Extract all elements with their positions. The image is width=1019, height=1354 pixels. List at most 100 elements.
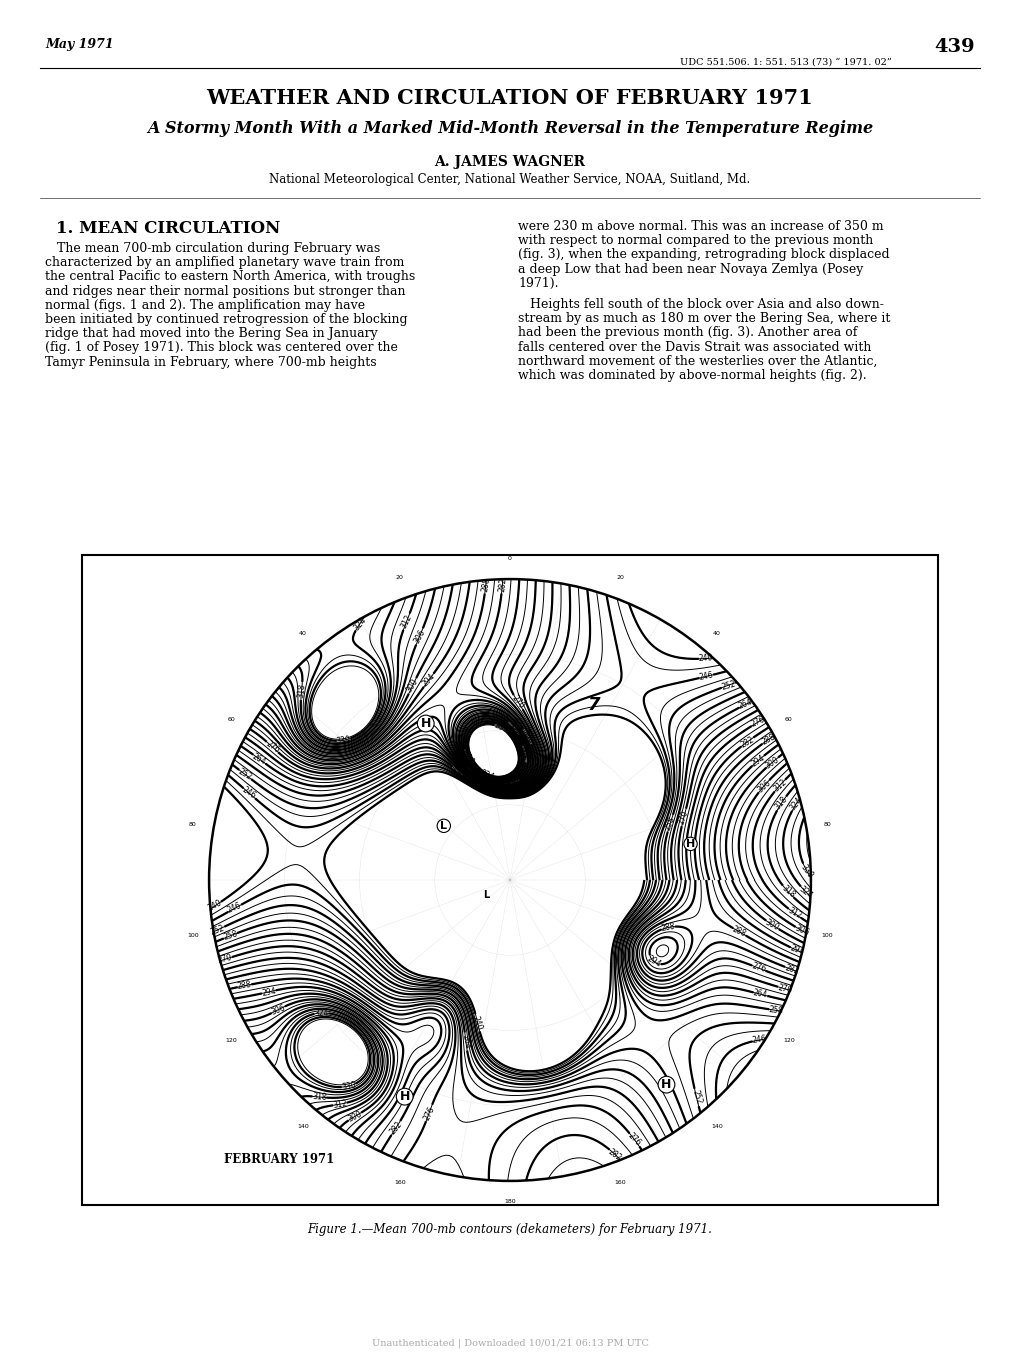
Text: 100: 100 [186, 933, 199, 938]
Text: 270: 270 [776, 983, 792, 995]
Text: 330: 330 [798, 862, 814, 880]
Text: were 230 m above normal. This was an increase of 350 m: were 230 m above normal. This was an inc… [518, 219, 882, 233]
Text: had been the previous month (fig. 3). Another area of: had been the previous month (fig. 3). An… [518, 326, 857, 340]
Text: 264: 264 [737, 697, 753, 711]
Text: 276: 276 [264, 739, 280, 754]
Text: 276: 276 [422, 1105, 436, 1121]
Text: 306: 306 [755, 777, 771, 795]
Text: 240: 240 [698, 654, 712, 663]
Text: 258: 258 [222, 929, 238, 942]
Text: 318: 318 [296, 684, 307, 699]
Text: 160: 160 [613, 1181, 626, 1185]
Text: 100: 100 [820, 933, 833, 938]
Text: 294: 294 [645, 955, 662, 969]
Text: falls centered over the Davis Strait was associated with: falls centered over the Davis Strait was… [518, 341, 870, 353]
Text: 160: 160 [393, 1181, 406, 1185]
Text: normal (figs. 1 and 2). The amplification may have: normal (figs. 1 and 2). The amplificatio… [45, 299, 365, 311]
Text: northward movement of the westerlies over the Atlantic,: northward movement of the westerlies ove… [518, 355, 876, 368]
Text: 180: 180 [503, 1200, 516, 1205]
Text: 270: 270 [677, 810, 690, 826]
Text: 252: 252 [209, 923, 226, 937]
Text: 282: 282 [606, 1147, 623, 1163]
Text: 270: 270 [510, 693, 526, 711]
Text: been initiated by continued retrogression of the blocking: been initiated by continued retrogressio… [45, 313, 408, 326]
Text: 282: 282 [738, 734, 755, 749]
Text: 276: 276 [626, 1132, 642, 1148]
Text: (fig. 1 of Posey 1971). This block was centered over the: (fig. 1 of Posey 1971). This block was c… [45, 341, 397, 355]
Text: H: H [685, 839, 695, 849]
Text: 306: 306 [505, 719, 522, 737]
Text: 306: 306 [412, 628, 427, 645]
Text: 324: 324 [314, 1009, 328, 1018]
Text: 258: 258 [662, 815, 677, 831]
Text: 294: 294 [261, 986, 276, 998]
Text: 80: 80 [822, 822, 830, 826]
Text: 270: 270 [217, 953, 233, 965]
Text: 330: 330 [335, 735, 352, 746]
Text: H: H [420, 718, 430, 730]
Text: 258: 258 [449, 764, 467, 779]
Text: 264: 264 [752, 988, 767, 1001]
Text: which was dominated by above-normal heights (fig. 2).: which was dominated by above-normal heig… [518, 370, 866, 382]
Text: The mean 700-mb circulation during February was: The mean 700-mb circulation during Febru… [45, 242, 380, 255]
Text: 330: 330 [492, 720, 508, 734]
Text: 288: 288 [480, 577, 491, 592]
Text: 40: 40 [712, 631, 720, 636]
Text: 312: 312 [786, 906, 802, 921]
Text: ridge that had moved into the Bering Sea in January: ridge that had moved into the Bering Sea… [45, 328, 377, 340]
Text: 282: 282 [387, 1120, 404, 1136]
Text: characterized by an amplified planetary wave train from: characterized by an amplified planetary … [45, 256, 404, 269]
Text: and ridges near their normal positions but stronger than: and ridges near their normal positions b… [45, 284, 406, 298]
Text: the central Pacific to eastern North America, with troughs: the central Pacific to eastern North Ame… [45, 271, 415, 283]
Text: 439: 439 [933, 38, 974, 56]
Text: 246: 246 [751, 1034, 766, 1045]
Text: 312: 312 [398, 613, 414, 630]
Text: 60: 60 [785, 716, 792, 722]
Text: L: L [482, 890, 488, 900]
Text: 318: 318 [772, 795, 789, 811]
Text: 324: 324 [478, 769, 495, 783]
Text: 140: 140 [297, 1124, 309, 1129]
Text: 120: 120 [783, 1039, 794, 1044]
Text: 318: 318 [312, 1093, 326, 1102]
Text: 20: 20 [615, 575, 624, 580]
Text: a deep Low that had been near Novaya Zemlya (Posey: a deep Low that had been near Novaya Zem… [518, 263, 862, 276]
Text: 324: 324 [788, 795, 804, 812]
Text: 264: 264 [251, 751, 268, 766]
Text: 246: 246 [226, 902, 243, 915]
Text: 294: 294 [420, 672, 436, 689]
Bar [82, 555, 937, 1205]
Text: 120: 120 [225, 1039, 236, 1044]
Text: 288: 288 [659, 922, 676, 933]
Text: A. JAMES WAGNER: A. JAMES WAGNER [434, 154, 585, 169]
Text: 324: 324 [797, 884, 814, 900]
Text: stream by as much as 180 m over the Bering Sea, where it: stream by as much as 180 m over the Beri… [518, 313, 890, 325]
Text: 312: 312 [519, 745, 531, 761]
Text: H: H [660, 1078, 671, 1091]
Text: 258: 258 [767, 1005, 783, 1016]
Text: FEBRUARY 1971: FEBRUARY 1971 [224, 1154, 334, 1166]
Text: 288: 288 [236, 980, 252, 991]
Text: 306: 306 [270, 1003, 286, 1017]
Text: 300: 300 [345, 1109, 363, 1124]
Text: 312: 312 [332, 1098, 347, 1110]
Text: 1. MEAN CIRCULATION: 1. MEAN CIRCULATION [56, 219, 280, 237]
Text: National Meteorological Center, National Weather Service, NOAA, Suitland, Md.: National Meteorological Center, National… [269, 173, 750, 185]
Text: 300: 300 [763, 754, 780, 770]
Text: with respect to normal compared to the previous month: with respect to normal compared to the p… [518, 234, 872, 248]
Text: 294: 294 [788, 944, 805, 957]
Text: 60: 60 [227, 716, 234, 722]
Text: May 1971: May 1971 [45, 38, 113, 51]
Text: 288: 288 [520, 728, 535, 745]
Text: 264: 264 [460, 1033, 471, 1049]
Text: 282: 282 [783, 963, 799, 976]
Text: 330: 330 [340, 1080, 357, 1091]
Text: 324: 324 [352, 615, 368, 632]
Text: 318: 318 [779, 884, 796, 899]
Text: 276: 276 [750, 961, 766, 975]
Text: A Stormy Month With a Marked Mid-Month Reversal in the Temperature Regime: A Stormy Month With a Marked Mid-Month R… [147, 121, 872, 137]
Text: 240: 240 [471, 1014, 484, 1030]
Text: 252: 252 [719, 678, 736, 692]
Text: 300: 300 [405, 677, 420, 695]
Text: 294: 294 [465, 765, 481, 781]
